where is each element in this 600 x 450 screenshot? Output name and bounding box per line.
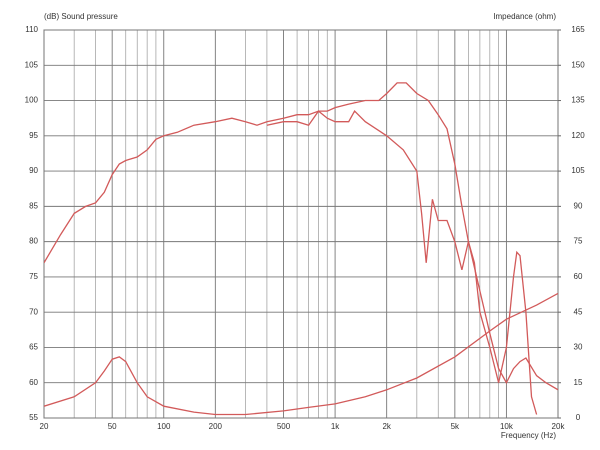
x-tick-label: 1k xyxy=(331,422,340,431)
y2-tick-label: 120 xyxy=(571,131,585,140)
y2-tick-label: 0 xyxy=(576,413,581,422)
y-axis-label: (dB) Sound pressure xyxy=(44,12,118,21)
series-line xyxy=(266,110,538,415)
x-tick-label: 10k xyxy=(500,422,514,431)
y-tick-label: 105 xyxy=(25,60,39,69)
x-tick-label: 100 xyxy=(157,422,171,431)
y-tick-label: 55 xyxy=(29,413,38,422)
x-tick-label: 2k xyxy=(382,422,391,431)
y-tick-label: 85 xyxy=(29,201,38,210)
y-tick-label: 100 xyxy=(25,96,39,105)
x-tick-label: 20k xyxy=(552,422,566,431)
y2-tick-label: 150 xyxy=(571,60,585,69)
y2-tick-label: 90 xyxy=(574,201,583,210)
y-tick-label: 60 xyxy=(29,378,38,387)
y-tick-label: 90 xyxy=(29,166,38,175)
y2-tick-label: 75 xyxy=(574,237,583,246)
x-tick-label: 5k xyxy=(451,422,460,431)
y2-tick-label: 135 xyxy=(571,96,585,105)
y-tick-label: 70 xyxy=(29,307,38,316)
x-tick-label: 500 xyxy=(277,422,291,431)
series-line xyxy=(44,82,558,391)
plot-area xyxy=(43,29,559,419)
y2-tick-label: 15 xyxy=(574,378,583,387)
x-tick-label: 50 xyxy=(108,422,117,431)
y2-tick-label: 60 xyxy=(574,272,583,281)
x-axis-label: Frequency (Hz) xyxy=(501,431,556,440)
y2-tick-label: 45 xyxy=(574,307,583,316)
series-line xyxy=(44,292,558,416)
y-tick-label: 65 xyxy=(29,343,38,352)
y2-tick-label: 30 xyxy=(574,343,583,352)
y2-tick-label: 105 xyxy=(571,166,585,175)
y2-tick-label: 165 xyxy=(571,25,585,34)
y-tick-label: 95 xyxy=(29,131,38,140)
y2-axis-label: Impedance (ohm) xyxy=(493,12,556,21)
x-tick-label: 200 xyxy=(209,422,223,431)
y-tick-label: 75 xyxy=(29,272,38,281)
y-tick-label: 80 xyxy=(29,237,38,246)
y-tick-label: 110 xyxy=(25,25,38,34)
x-tick-label: 20 xyxy=(40,422,49,431)
